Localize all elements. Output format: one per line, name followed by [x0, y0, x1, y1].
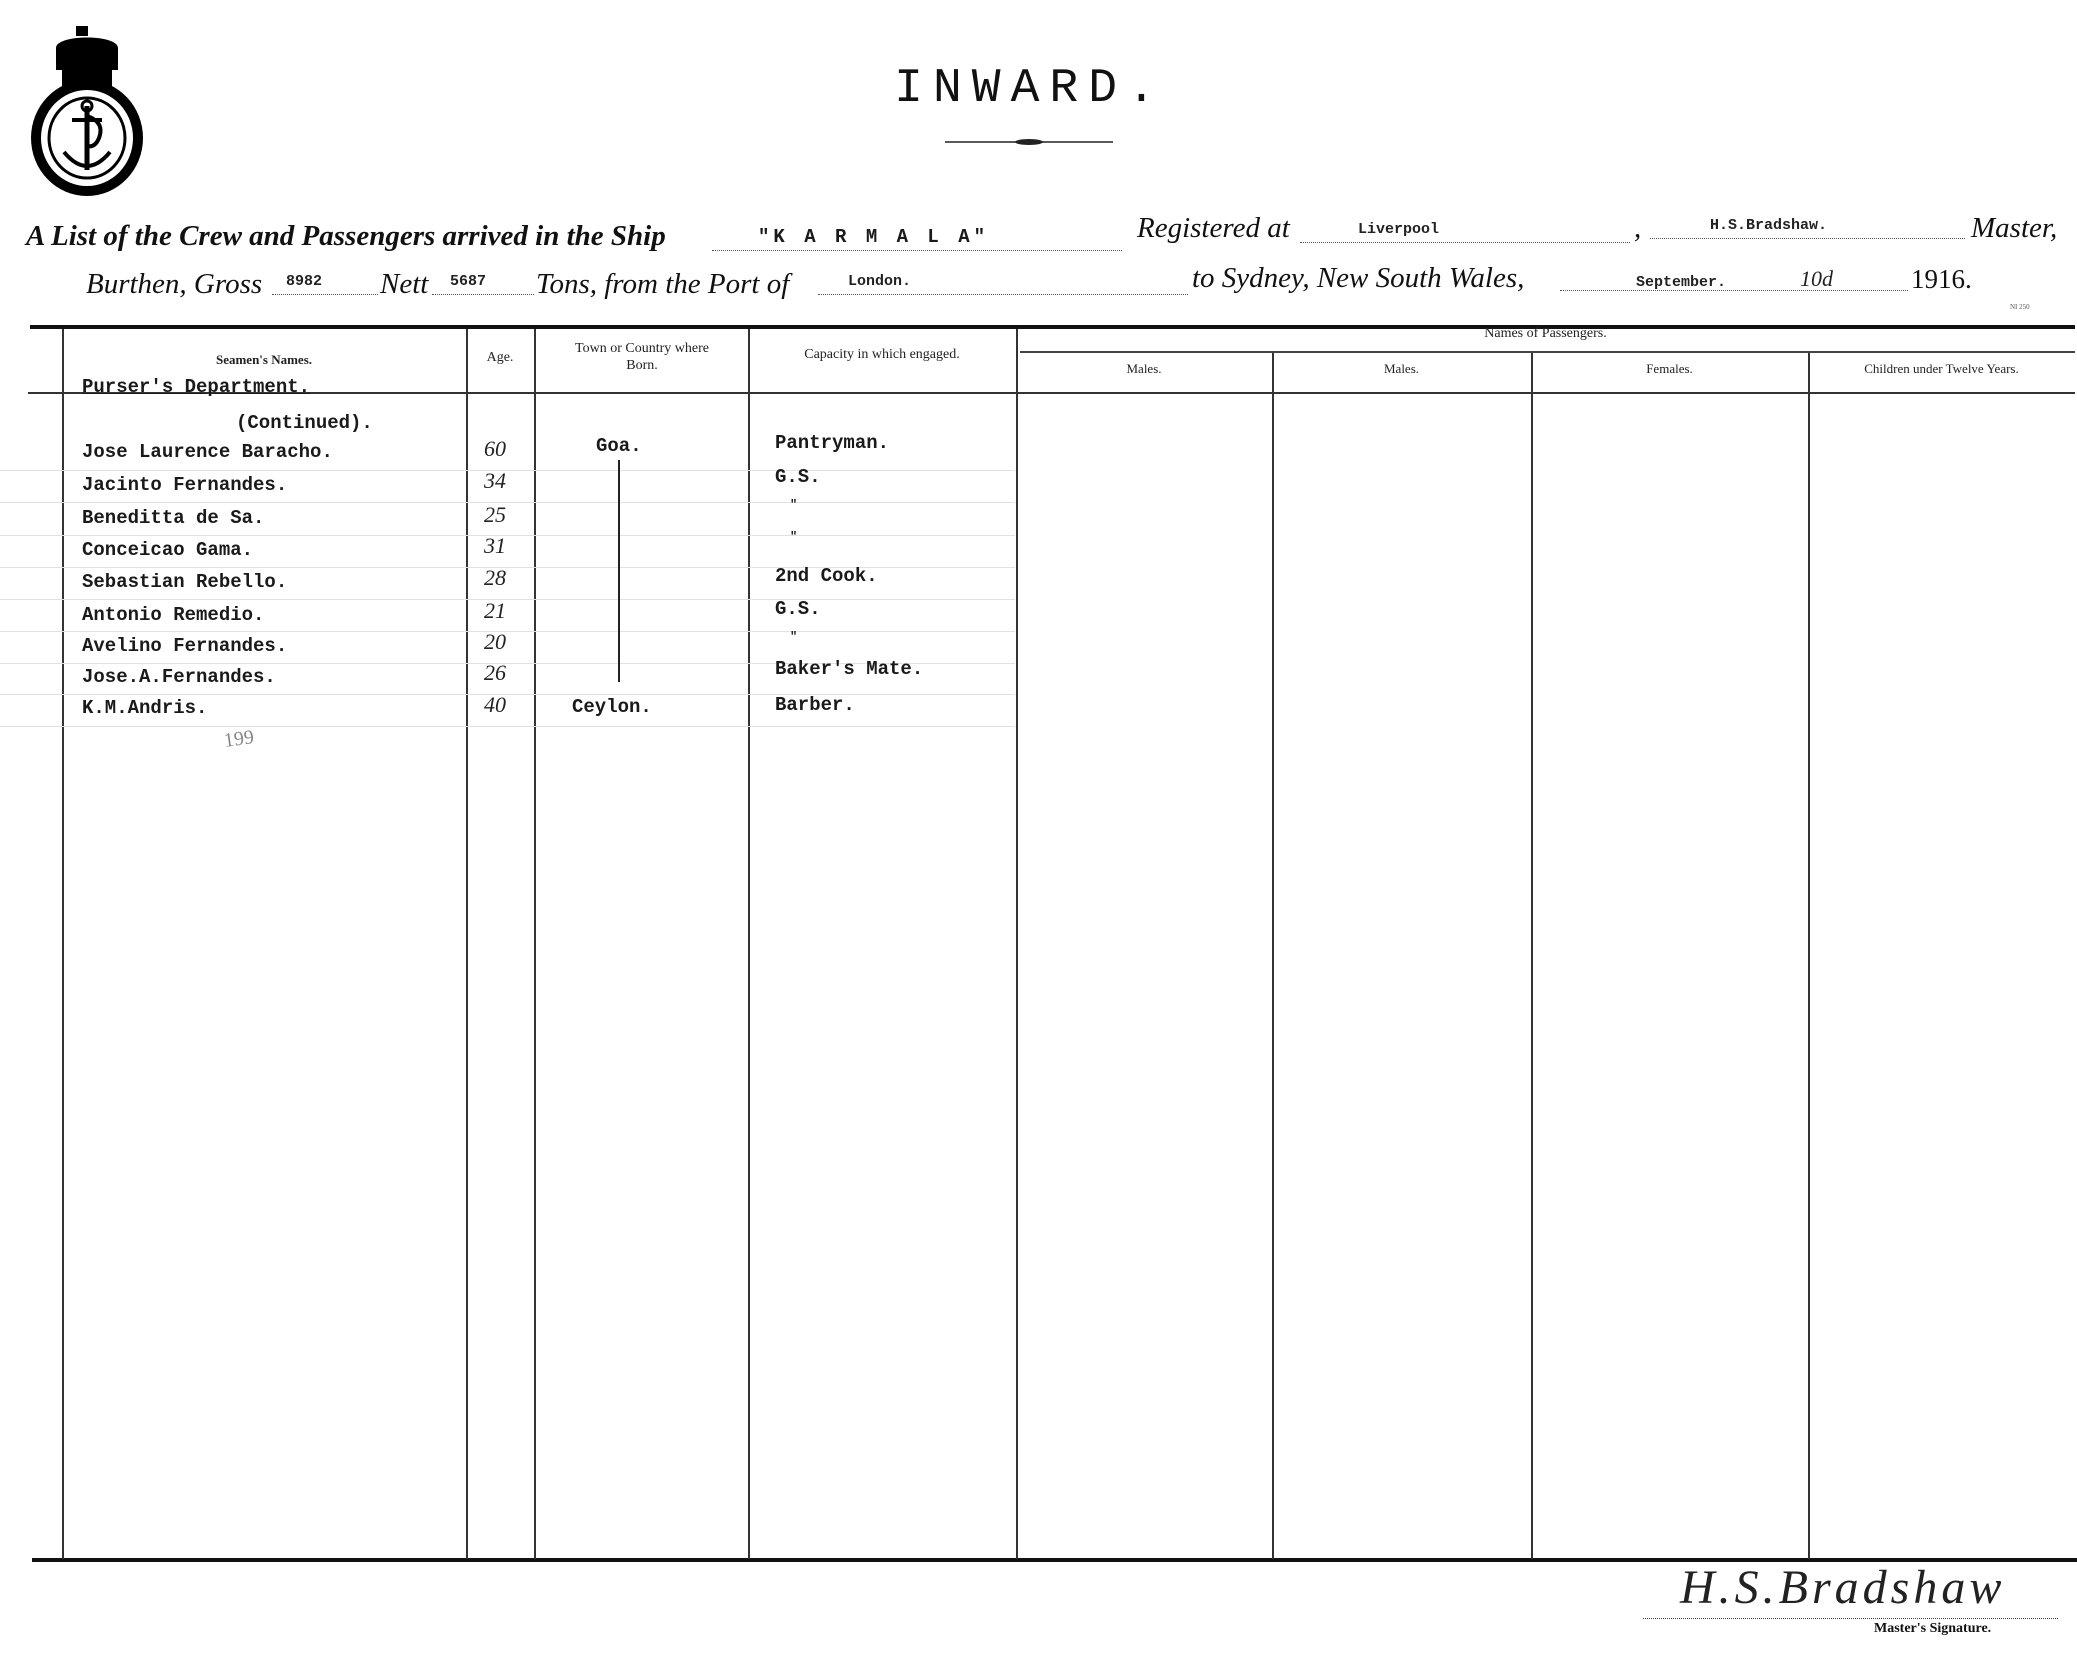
master-name-field: H.S.Bradshaw. — [1650, 216, 1965, 239]
page-title: INWARD. — [894, 62, 1166, 116]
crew-age: 21 — [484, 598, 506, 623]
nett-field: 5687 — [432, 272, 534, 295]
nett-label: Nett — [380, 268, 429, 300]
ditto-line — [618, 460, 620, 682]
crew-capacity: G.S. — [775, 466, 821, 488]
row-rule — [0, 535, 1015, 536]
crew-name: Beneditta de Sa. — [82, 507, 265, 529]
master-name: H.S.Bradshaw. — [1710, 217, 1828, 234]
pencil-note: 199 — [222, 726, 256, 752]
nett-value: 5687 — [450, 273, 487, 290]
header-born: Town or Country where Born. — [575, 341, 709, 373]
date-field: September. 10d — [1560, 266, 1908, 291]
crew-name: Jacinto Fernandes. — [82, 474, 288, 496]
crew-name: Avelino Fernandes. — [82, 635, 288, 657]
crew-age: 40 — [484, 692, 506, 717]
row-rule — [0, 663, 1015, 664]
header-passengers: Names of Passengers. — [1484, 326, 1607, 341]
ship-name-field: "K A R M A L A" — [712, 226, 1122, 251]
crew-capacity: G.S. — [775, 598, 821, 620]
crew-capacity: " — [790, 498, 798, 512]
crew-name: Jose Laurence Baracho. — [82, 441, 333, 463]
comma: , — [1634, 212, 1642, 244]
registered-port-field: Liverpool — [1300, 220, 1630, 243]
ship-name: "K A R M A L A" — [758, 226, 990, 248]
row-rule — [0, 726, 1015, 727]
header-capacity: Capacity in which engaged. — [804, 347, 960, 362]
row-rule — [0, 631, 1015, 632]
crew-capacity: 2nd Cook. — [775, 565, 878, 587]
crew-age: 20 — [484, 629, 506, 654]
crew-name: Conceicao Gama. — [82, 539, 254, 561]
month: September. — [1636, 274, 1727, 291]
table-top-rule — [30, 325, 2075, 329]
passengers-subrule — [1020, 351, 2075, 353]
title-ornament — [945, 133, 1113, 145]
crew-age: 26 — [484, 660, 506, 685]
crew-age: 25 — [484, 502, 506, 527]
header-bottom-rule — [28, 392, 2075, 394]
header-males-1: Males. — [1126, 361, 1162, 376]
header-age: Age. — [486, 350, 514, 365]
col-line-capacity — [748, 329, 750, 1559]
seal-logo — [26, 20, 148, 198]
gross-value: 8982 — [286, 273, 323, 290]
row-rule — [0, 694, 1015, 695]
crew-capacity: " — [790, 630, 798, 644]
continued-label: (Continued). — [236, 412, 373, 434]
col-line-passengers — [1016, 329, 1018, 1559]
row-rule — [0, 567, 1015, 568]
master-signature: H.S.Bradshaw — [1680, 1561, 2006, 1614]
tons-label: Tons, from the Port of — [536, 268, 790, 300]
master-label: Master, — [1971, 212, 2058, 244]
signature-label: Master's Signature. — [1874, 1621, 1992, 1636]
department-heading: Purser's Department. — [82, 376, 311, 398]
col-line-born — [534, 329, 536, 1559]
col-line-males2 — [1272, 353, 1274, 1559]
crew-born: Goa. — [596, 435, 642, 457]
col-line-children — [1808, 353, 1810, 1559]
header-children: Children under Twelve Years. — [1864, 361, 2019, 376]
header-names: Seamen's Names. — [215, 352, 313, 367]
row-rule — [0, 470, 1015, 471]
col-line-left — [62, 329, 64, 1559]
day: 10d — [1800, 266, 1834, 291]
intro-prefix: A List of the Crew and Passengers arrive… — [26, 220, 666, 252]
header-males-2: Males. — [1383, 361, 1420, 376]
crew-capacity: Barber. — [775, 694, 855, 716]
crew-age: 31 — [484, 533, 506, 558]
crew-name: Jose.A.Fernandes. — [82, 666, 276, 688]
form-code: NI 250 — [2010, 303, 2030, 311]
signature-line — [1643, 1618, 2058, 1619]
burthen-label: Burthen, Gross — [86, 268, 263, 300]
row-rule — [0, 502, 1015, 503]
crew-name: Sebastian Rebello. — [82, 571, 288, 593]
year: 1916. — [1911, 264, 1972, 294]
crew-age: 60 — [484, 436, 506, 461]
header-females: Females. — [1646, 361, 1693, 376]
registered-label: Registered at — [1137, 212, 1290, 244]
from-port-field: London. — [818, 272, 1188, 295]
col-line-age — [466, 329, 468, 1559]
gross-field: 8982 — [272, 272, 378, 295]
crew-capacity: Pantryman. — [775, 432, 890, 454]
row-rule — [0, 599, 1015, 600]
registered-port: Liverpool — [1358, 221, 1440, 238]
to-label: to Sydney, New South Wales, — [1192, 262, 1525, 294]
col-line-females — [1531, 353, 1533, 1559]
crew-capacity: " — [790, 530, 798, 544]
from-port: London. — [848, 273, 912, 290]
crew-name: K.M.Andris. — [82, 697, 208, 719]
table-bottom-rule — [32, 1558, 2077, 1562]
crew-age: 28 — [484, 565, 506, 590]
crew-capacity: Baker's Mate. — [775, 658, 924, 680]
crew-name: Antonio Remedio. — [82, 604, 265, 626]
crew-age: 34 — [484, 468, 506, 493]
crew-born: Ceylon. — [572, 696, 652, 718]
